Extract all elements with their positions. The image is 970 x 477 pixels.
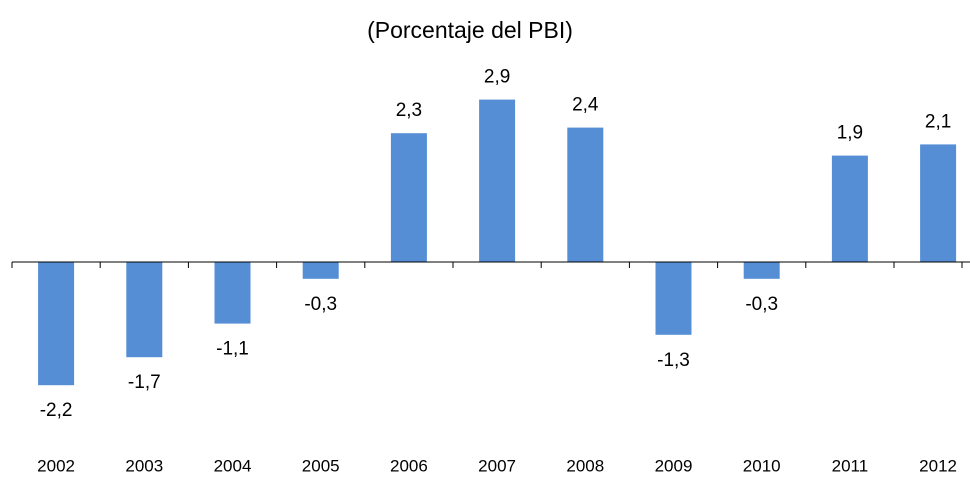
x-tick-label: 2002 xyxy=(37,456,75,475)
x-tick-label: 2005 xyxy=(302,456,340,475)
x-tick-label: 2009 xyxy=(655,456,693,475)
value-label: 2,1 xyxy=(925,111,951,132)
value-label: -1,7 xyxy=(128,372,161,393)
bar xyxy=(920,144,957,262)
bar xyxy=(38,262,75,386)
value-label: -1,1 xyxy=(216,339,249,360)
x-tick-label: 2012 xyxy=(919,456,957,475)
x-tick-label: 2010 xyxy=(743,456,781,475)
x-tick-label: 2011 xyxy=(832,456,869,475)
x-tick-label: 2007 xyxy=(478,456,516,475)
bar xyxy=(479,99,516,262)
bar xyxy=(831,155,868,262)
x-tick-label: 2008 xyxy=(566,456,604,475)
value-label: -0,3 xyxy=(304,294,337,315)
x-tick-label: 2006 xyxy=(390,456,428,475)
x-tick-label: 2003 xyxy=(125,456,163,475)
bar xyxy=(390,133,427,262)
x-tick-label: 2004 xyxy=(214,456,252,475)
value-label: 2,9 xyxy=(484,67,510,88)
bar xyxy=(655,262,692,335)
bar xyxy=(126,262,163,358)
value-label: -2,2 xyxy=(40,400,73,421)
value-label: -0,3 xyxy=(745,294,778,315)
value-label: 1,9 xyxy=(837,123,863,144)
bar xyxy=(567,127,604,262)
value-label: 2,3 xyxy=(396,100,422,121)
value-label: -1,3 xyxy=(657,350,690,371)
value-label: 2,4 xyxy=(572,95,599,116)
chart-title: (Porcentaje del PBI) xyxy=(367,17,573,43)
bar xyxy=(214,262,251,324)
bar xyxy=(743,262,780,279)
bar xyxy=(302,262,339,279)
